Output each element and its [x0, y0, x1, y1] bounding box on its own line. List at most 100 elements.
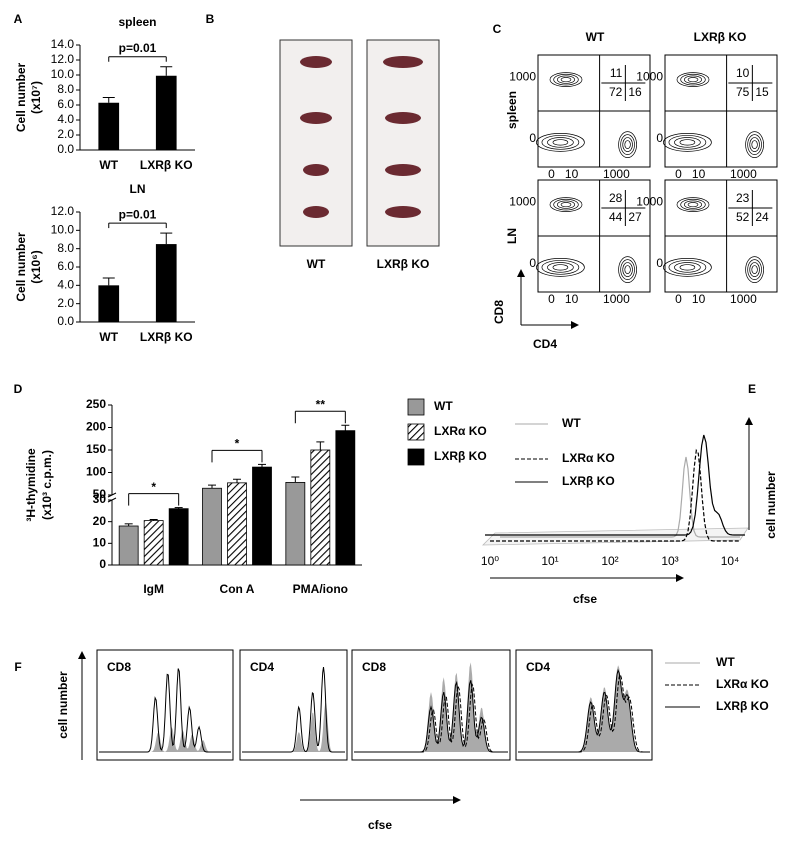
histogram-curve	[99, 668, 231, 753]
y-axis-label: Cell number	[14, 232, 28, 302]
column-header: WT	[586, 30, 605, 44]
spleen	[383, 56, 423, 68]
x-tick-label: 0	[548, 292, 555, 306]
contour	[552, 139, 569, 146]
contour	[622, 262, 633, 277]
panel-title: CD8	[362, 660, 386, 674]
y-tick-label: 1000	[636, 195, 663, 209]
contour	[557, 200, 575, 209]
contour	[536, 258, 585, 277]
spleen	[385, 164, 421, 176]
y-axis-label: (x10³ c.p.m.)	[40, 450, 54, 520]
axis-label: cell number	[56, 671, 70, 739]
contour	[684, 75, 702, 84]
y-tick-label: 30	[93, 492, 107, 506]
photo-label: WT	[307, 257, 326, 271]
chart-title: LN	[130, 182, 146, 196]
spleen	[385, 112, 421, 124]
y-tick-label: 4.0	[57, 278, 74, 292]
x-tick-label: 0	[675, 292, 682, 306]
y-tick-label: 0	[656, 256, 663, 270]
bar	[202, 487, 222, 566]
x-tick-label: LXRβ KO	[140, 330, 193, 344]
x-tick-label: 10	[565, 167, 579, 181]
x-tick-label: IgM	[143, 582, 164, 596]
quadrant-value: 23	[736, 191, 750, 205]
contour	[547, 262, 574, 273]
histogram-fill	[518, 665, 650, 752]
axis-label: cfse	[368, 818, 392, 832]
contour	[624, 140, 631, 149]
contour	[668, 260, 707, 275]
panel-title: CD4	[526, 660, 550, 674]
row-label: spleen	[505, 91, 519, 129]
y-tick-label: 2.0	[57, 127, 74, 141]
histogram-curve	[518, 668, 650, 753]
quadrant-value: 11	[610, 66, 623, 80]
x-tick-label: 1000	[603, 292, 630, 306]
legend-label: LXRα KO	[716, 677, 769, 691]
legend-label: WT	[562, 416, 581, 430]
legend-label: LXRα KO	[562, 451, 615, 465]
y-tick-label: 0	[529, 131, 536, 145]
legend-label: WT	[434, 399, 453, 413]
x-tick-label: 10⁰	[481, 554, 499, 568]
contour	[749, 137, 760, 152]
panel-letter: C	[493, 22, 502, 36]
contour	[557, 75, 575, 84]
contour	[549, 72, 583, 87]
contour	[553, 198, 579, 211]
y-tick-label: 10.0	[51, 223, 75, 237]
row-label: LN	[505, 228, 519, 244]
contour	[547, 137, 574, 148]
panel-letter: B	[206, 12, 215, 26]
bar	[155, 75, 177, 150]
legend-label: LXRβ KO	[434, 449, 487, 463]
bar	[168, 508, 189, 566]
bar	[310, 449, 331, 566]
bar	[252, 466, 272, 566]
x-tick-label: 10⁴	[721, 554, 740, 568]
legend-swatch	[407, 448, 425, 466]
bar	[155, 244, 177, 322]
y-axis-label: (x10⁷)	[29, 81, 43, 114]
y-tick-label: 6.0	[57, 259, 74, 273]
y-tick-label: 10	[93, 536, 107, 550]
contour	[680, 73, 706, 86]
contour	[549, 197, 583, 212]
y-tick-label: 12.0	[51, 52, 75, 66]
histogram-fill	[242, 702, 345, 752]
contour	[751, 140, 758, 149]
quadrant-value: 72	[609, 85, 623, 99]
x-tick-label: PMA/iono	[293, 582, 348, 596]
axis-label: CD4	[533, 337, 557, 351]
contour	[745, 256, 764, 283]
y-tick-label: 4.0	[57, 112, 74, 126]
contour	[560, 77, 572, 83]
contour	[668, 135, 707, 150]
contour	[541, 260, 580, 275]
y-tick-label: 0	[656, 131, 663, 145]
y-tick-label: 8.0	[57, 241, 74, 255]
x-tick-label: 1000	[730, 292, 757, 306]
contour	[679, 139, 696, 146]
quadrant-value: 24	[755, 210, 769, 224]
contour	[749, 262, 760, 277]
contour	[684, 200, 702, 209]
contour	[618, 131, 637, 158]
legend-label: WT	[716, 655, 735, 669]
y-tick-label: 200	[86, 420, 106, 434]
quadrant-value: 44	[609, 210, 623, 224]
contour	[745, 131, 764, 158]
significance: *	[151, 480, 156, 494]
contour	[553, 73, 579, 86]
x-tick-label: 10	[692, 292, 706, 306]
y-tick-label: 1000	[509, 70, 536, 84]
histogram-curve	[490, 448, 740, 542]
x-tick-label: 10¹	[541, 554, 558, 568]
axis-label: cfse	[573, 592, 597, 606]
legend-swatch	[407, 398, 425, 416]
bar	[98, 102, 120, 150]
y-tick-label: 0	[99, 557, 106, 571]
